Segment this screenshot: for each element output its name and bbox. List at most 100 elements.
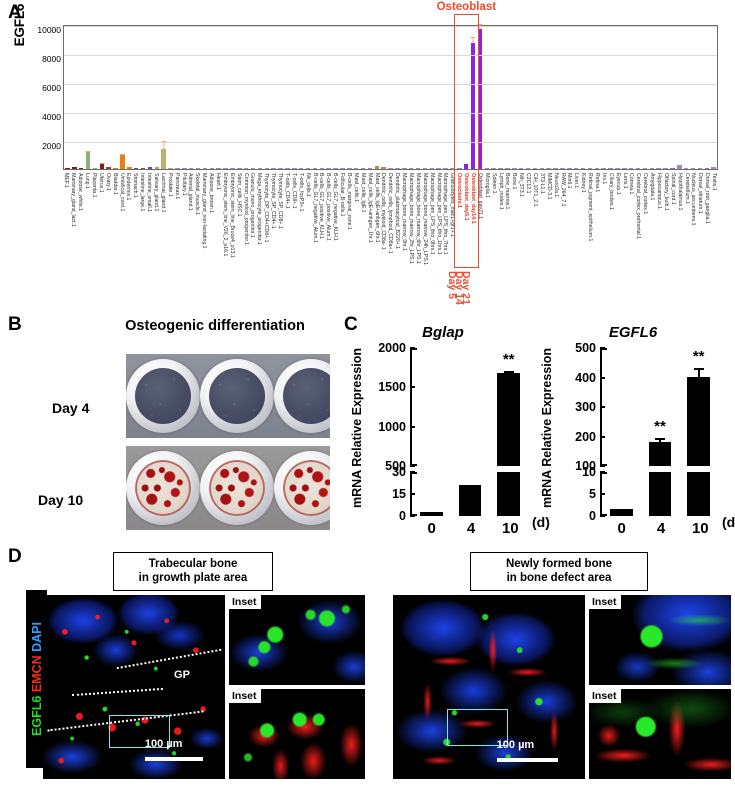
panel-a-x-tick-label: Embryonic_stem_line_Bruce4_p13.1 — [228, 173, 235, 258]
panel-a-x-tick-label: Mammary_gland_non-lactating.1 — [201, 173, 208, 249]
panel-a-gridline — [64, 142, 717, 143]
panel-a-x-tick: Mast_cells_IgE+antigen_6hr.1 — [373, 171, 380, 289]
scale-bar-label: 100 µm — [496, 739, 535, 752]
panel-c-y-tick — [600, 347, 605, 349]
panel-a-bar-rect — [195, 167, 201, 169]
panel-a-bar-rect — [333, 167, 338, 169]
panel-c-axis-cap — [410, 348, 417, 350]
panel-a-x-tick: CiH_10T1_2.1 — [532, 171, 539, 289]
panel-a-bar-rect — [601, 167, 606, 169]
panel-c-bar-rect-lower — [420, 511, 443, 516]
panel-a-bar — [360, 26, 367, 169]
panel-a-bar-rect — [188, 167, 194, 169]
panel-a-bar — [263, 26, 270, 169]
panel-a-x-tick: Microglia.1 — [483, 171, 490, 289]
panel-a-x-tick: Nih_3T3.1 — [518, 171, 525, 289]
panel-a-x-tick: Adrenal_gland.1 — [187, 171, 194, 289]
panel-a-x-tick-label: Heart.1 — [215, 173, 222, 191]
panel-a-x-tick: Epidermis.1 — [125, 171, 132, 289]
panel-a-x-tick-label: Ciliary_bodies.1 — [607, 173, 614, 210]
panel-c-upper-axis: 2000 1500 1000 500 ** — [378, 341, 528, 473]
well — [200, 354, 274, 438]
panel-a-gridline — [64, 55, 717, 56]
panel-a-bar — [98, 26, 105, 169]
panel-a-x-tick-label: C2C12.1 — [525, 173, 532, 194]
panel-a-bar — [635, 26, 642, 169]
panel-a-x-tick-label: 3T3-L1.1 — [538, 173, 545, 194]
well-content — [209, 460, 265, 516]
panel-a-bar — [552, 26, 559, 169]
panel-d-image-defect-main: 100 µm — [393, 595, 585, 779]
panel-a-bar — [387, 26, 394, 169]
panel-a-bar — [215, 26, 222, 169]
egfl6-green-texture — [393, 595, 585, 779]
panel-a-bar — [573, 26, 580, 169]
panel-c-bar-series: ** — [412, 348, 528, 466]
panel-a-x-tick-label: Granulo_mono_progenitor.1 — [249, 173, 256, 238]
gp-annotation: GP — [174, 668, 190, 681]
panel-a-x-tick-label: Bladder.1 — [111, 173, 118, 195]
panel-a-x-tick: Mammary_gland_non-lactating.1 — [201, 171, 208, 289]
panel-c-chart-bglap: Bglap mRNA Relative Expression 2000 1500 100… — [348, 314, 550, 546]
panel-a-x-tick-label: Adipose_brown.1 — [208, 173, 215, 214]
panel-a-x-tick-label: Bone_marrow.1 — [504, 173, 511, 210]
panel-a-bar — [298, 26, 305, 169]
header-line-1: Trabecular bone — [148, 558, 238, 570]
panel-a-x-tick-label: Cerebral_cortex_prefrontal.1 — [635, 173, 642, 240]
panel-c-y-axis-label: mRNA Relative Expression — [540, 347, 554, 508]
panel-c-y-tick-label: 1500 — [378, 380, 406, 395]
panel-a-bar-rect — [237, 167, 242, 169]
panel-c-y-tick — [600, 493, 605, 495]
panel-a-x-tick: Thymocyte_DP_CD4+CD8+.1 — [263, 171, 270, 289]
panel-a-x-tick: Umbilical_cord.1 — [118, 171, 125, 289]
panel-a-bar-rect — [264, 167, 270, 169]
panel-a-bar — [655, 26, 662, 169]
panel-a-x-tick-label: Osteoblast_day21.1 — [476, 173, 483, 220]
panel-a-x-tick: Ciliary_bodies.1 — [607, 171, 614, 289]
panel-c-bar — [602, 348, 641, 466]
panel-a-x-tick: MIMCD-3.1 — [545, 171, 552, 289]
panel-a-bar — [229, 26, 236, 169]
panel-a-bar-rect — [656, 167, 661, 169]
panel-a-x-tick: B-cells_GL7_positive_KLH.1 — [318, 171, 325, 289]
panel-a-bar — [497, 26, 504, 169]
panel-a-bar — [243, 26, 250, 169]
panel-a-bar — [112, 26, 119, 169]
panel-a-x-tick: T-cells_CD4+.1 — [284, 171, 291, 289]
panel-a-bar — [339, 26, 346, 169]
panel-c-x-tick-label: 0 — [617, 520, 626, 537]
panel-a-x-tick-label: Spleen.1 — [490, 173, 497, 194]
egfl6-green-texture — [43, 595, 225, 779]
panel-b-letter: B — [8, 314, 22, 335]
panel-a-x-tick: Hippocampus.1 — [656, 171, 663, 289]
panel-a-bar — [408, 26, 415, 169]
panel-a-x-tick-label: RAW_264_7.1 — [559, 173, 566, 207]
panel-a-bar-rect — [78, 167, 84, 169]
panel-a-bar-rect — [546, 167, 551, 169]
panel-a-bar-rect — [649, 167, 655, 169]
scale-bar — [144, 756, 204, 761]
panel-a-bar — [394, 26, 401, 169]
panel-a-bar-rect — [677, 165, 682, 169]
panel-a-x-tick-label: Mast_cells_IgE.1 — [359, 173, 366, 213]
panel-c: C Bglap mRNA Relative Expression 2000 1500 1… — [340, 314, 735, 546]
panel-a-bar-rect — [622, 167, 627, 169]
panel-a-bar-rect — [278, 167, 283, 169]
panel-a-x-tick-label: MEF.1 — [63, 173, 70, 188]
well — [200, 446, 274, 530]
panel-a-x-tick: Retinal_pigment_epithelium.1 — [587, 171, 594, 289]
panel-a-x-tick: Granulo_mono_progenitor.1 — [249, 171, 256, 289]
panel-a-x-tick-label: Macrophage_bone_marrow_24h_LPS.1 — [421, 173, 428, 265]
panel-a-bar — [188, 26, 195, 169]
panel-a-bar — [607, 26, 614, 169]
panel-a-x-tick: Bone.1 — [511, 171, 518, 289]
panel-c-y-tick-label: 500 — [385, 459, 406, 473]
panel-a-bar — [277, 26, 284, 169]
panel-a-x-tick-label: Skeletal_muscle.1 — [194, 173, 201, 216]
panel-a-bar-rect — [690, 167, 696, 169]
panel-a-bar-rect — [381, 166, 386, 169]
panel-a-error-cap — [119, 153, 125, 155]
panel-a-bar-rect — [202, 167, 208, 169]
panel-a-x-tick-label: Macrophage_peri_LPS_thio_0hrs.1 — [428, 173, 435, 255]
well — [126, 354, 200, 438]
